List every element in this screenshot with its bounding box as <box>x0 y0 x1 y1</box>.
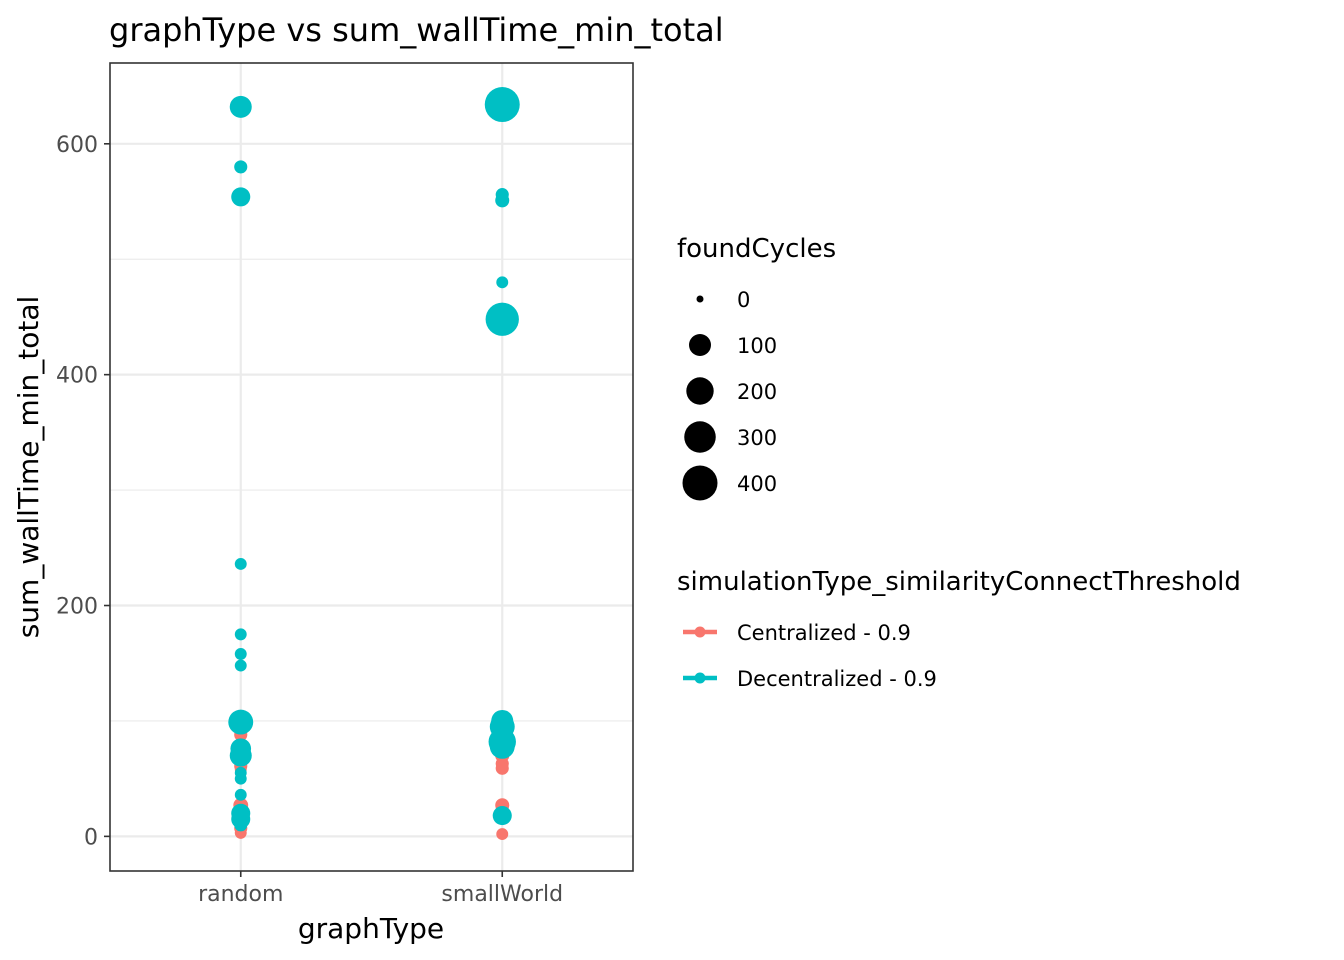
data-point <box>228 709 254 735</box>
color-legend-label: Centralized - 0.9 <box>737 621 911 645</box>
plot-panel <box>109 62 634 872</box>
data-point <box>495 761 509 775</box>
color-legend-title: simulationType_similarityConnectThreshol… <box>677 567 1241 597</box>
x-axis: random smallWorld <box>198 871 563 907</box>
data-point <box>231 187 251 207</box>
data-point <box>496 276 509 289</box>
data-points <box>228 87 520 841</box>
x-tick-label: smallWorld <box>441 882 563 907</box>
x-axis-title: graphType <box>298 912 444 945</box>
y-tick-label: 0 <box>84 825 98 850</box>
size-legend-key <box>684 421 716 453</box>
plot-border <box>109 62 634 872</box>
y-axis: 0 200 400 600 <box>56 133 110 850</box>
data-point <box>234 818 248 832</box>
data-point <box>234 558 247 570</box>
color-legend-label: Decentralized - 0.9 <box>737 667 937 691</box>
color-legend-key-point <box>694 626 706 638</box>
y-tick-label: 600 <box>56 133 98 158</box>
data-point <box>492 806 512 826</box>
data-point <box>489 733 515 759</box>
data-point <box>496 828 509 841</box>
size-legend-key <box>696 295 704 303</box>
data-point <box>234 772 247 785</box>
size-legend-title: foundCycles <box>677 234 836 264</box>
size-legend-label: 0 <box>737 288 750 312</box>
data-point <box>485 302 519 336</box>
data-point <box>229 744 252 767</box>
size-legend: foundCycles 0 100 200 300 400 <box>677 234 836 501</box>
data-point <box>234 160 248 174</box>
chart-title: graphType vs sum_wallTime_min_total <box>109 11 724 49</box>
data-point <box>234 648 247 660</box>
color-legend-key-point <box>694 672 706 684</box>
size-legend-key <box>682 465 718 501</box>
plot-background <box>110 63 633 871</box>
size-legend-key <box>689 334 711 356</box>
color-legend: simulationType_similarityConnectThreshol… <box>677 567 1241 691</box>
size-legend-key <box>686 377 714 405</box>
data-point <box>495 193 510 208</box>
size-legend-label: 300 <box>737 426 777 450</box>
y-axis-title: sum_wallTime_min_total <box>12 296 45 639</box>
size-legend-label: 400 <box>737 472 777 496</box>
size-legend-label: 200 <box>737 380 777 404</box>
data-point <box>234 659 247 672</box>
data-point <box>229 95 252 118</box>
data-point <box>234 788 247 801</box>
y-tick-label: 400 <box>56 364 98 389</box>
size-legend-label: 100 <box>737 334 777 358</box>
minor-gridlines <box>110 258 633 722</box>
data-point <box>234 628 247 641</box>
x-tick-label: random <box>198 882 283 907</box>
y-tick-label: 200 <box>56 595 98 620</box>
data-point <box>484 87 520 123</box>
